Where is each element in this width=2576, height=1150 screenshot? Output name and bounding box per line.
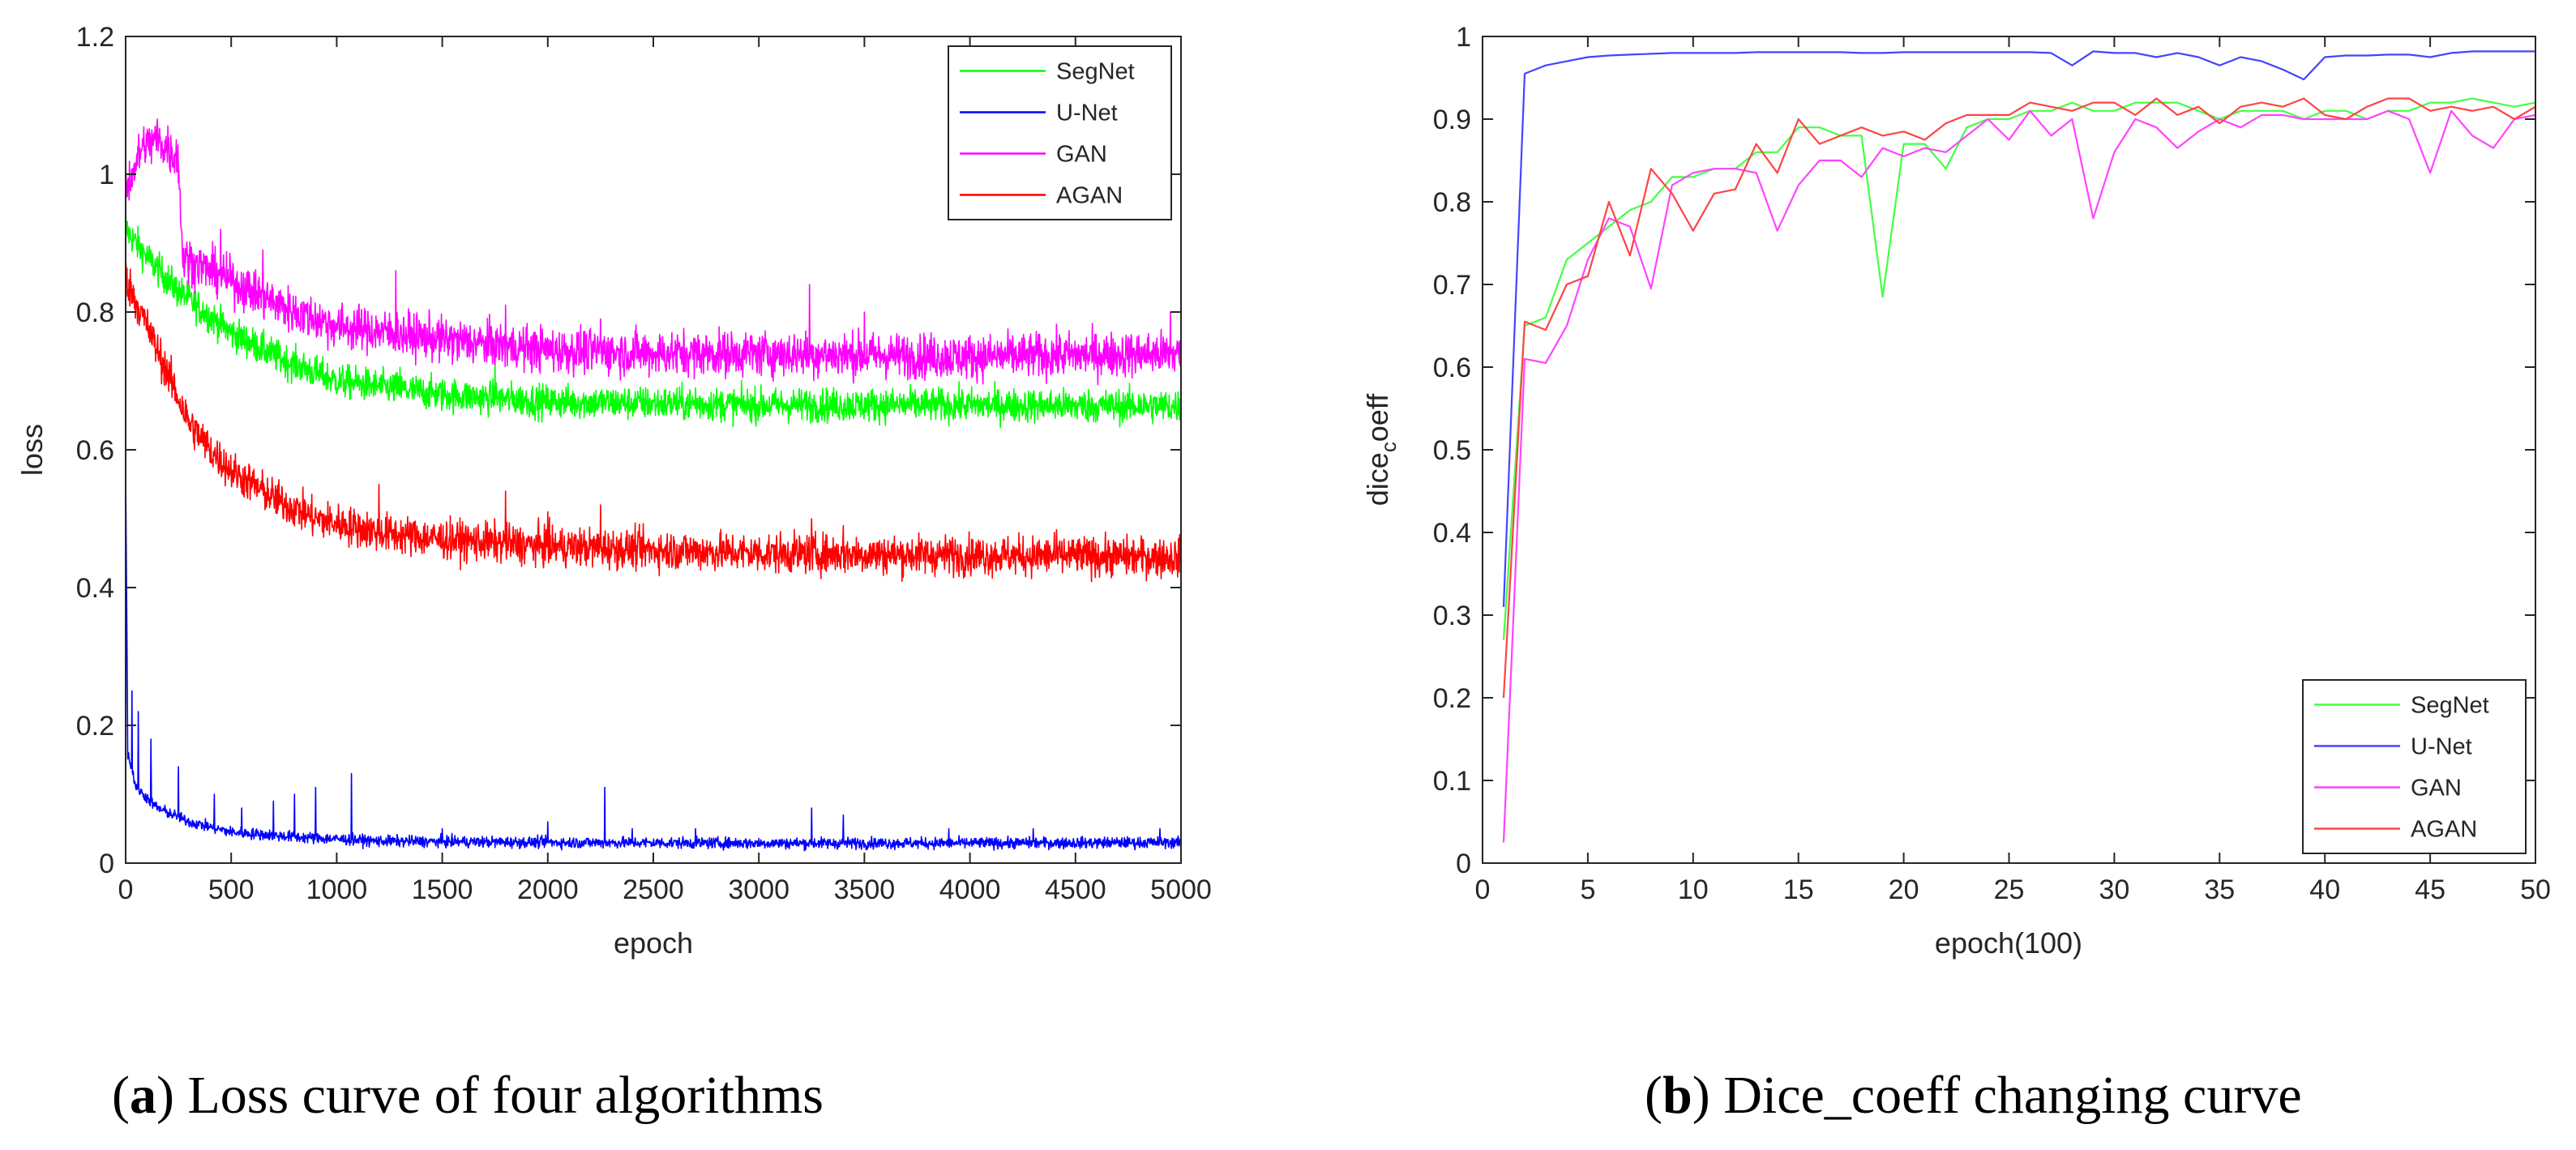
caption-b-text: Dice_coeff changing curve (1723, 1066, 2301, 1125)
dice-x-tick-label: 40 (2309, 874, 2340, 905)
loss-x-tick-label: 1000 (306, 874, 368, 905)
loss-legend-box (948, 45, 1172, 220)
dice-y-tick-label: 0.4 (1433, 518, 1471, 549)
loss-y-tick-label: 0.6 (76, 435, 114, 466)
loss-legend-label: U-Net (1056, 100, 1118, 126)
loss-x-tick-label: 4500 (1045, 874, 1106, 905)
loss-x-tick-label: 2000 (517, 874, 579, 905)
dice-legend-label: AGAN (2411, 817, 2477, 843)
loss-x-tick-label: 4000 (939, 874, 1001, 905)
dice-y-label-tail: oeff (1361, 393, 1394, 442)
dice-series-gan (1502, 109, 2536, 843)
caption-a: (a) Loss curve of four algorithms (112, 1066, 824, 1125)
dice-legend-label: SegNet (2411, 693, 2489, 719)
dice-y-tick-label: 0.6 (1433, 353, 1471, 383)
loss-y-tick-label: 0.2 (76, 711, 114, 742)
loss-y-tick-label: 0.8 (76, 297, 114, 328)
dice-chart: 0 5 10 15 20 25 30 35 40 45 50 0 0.1 0.2 0.3 0.4 0.5 0.6 0… (1361, 22, 2551, 1125)
loss-chart: 0 500 1000 1500 2000 2500 3000 3500 4000 4500 5000… (15, 22, 1212, 1125)
dice-y-axis-label: dicecoeff (1361, 393, 1401, 506)
loss-x-tick-label: 500 (208, 874, 255, 905)
dice-y-tick-label: 0.5 (1433, 435, 1471, 466)
loss-x-tick-label: 3000 (728, 874, 789, 905)
dice-x-tick-label: 35 (2204, 874, 2235, 905)
dice-y-label-main: dice (1361, 452, 1394, 506)
dice-y-tick-label: 0.7 (1433, 270, 1471, 301)
loss-legend: SegNet U-Net GAN AGAN (948, 45, 1172, 220)
dice-legend: SegNet U-Net GAN AGAN (2302, 679, 2527, 854)
dice-x-tick-label: 20 (1889, 874, 1919, 905)
loss-series-agan (125, 263, 1182, 583)
dice-y-tick-label: 0.1 (1433, 766, 1471, 797)
dice-x-tick-label: 5 (1580, 874, 1595, 905)
caption-b: (b) Dice_coeff changing curve (1645, 1066, 2302, 1125)
loss-x-tick-label: 0 (118, 874, 134, 905)
dice-y-label-sub: c (1376, 442, 1401, 452)
dice-series-segnet (1502, 97, 2536, 640)
dice-y-tick-label: 0.8 (1433, 187, 1471, 218)
dice-series-agan (1502, 97, 2536, 699)
loss-series-u-net (125, 466, 1182, 852)
caption-b-letter: b (1662, 1066, 1692, 1125)
dice-x-tick-label: 45 (2415, 874, 2445, 905)
dice-y-tick-label: 0.3 (1433, 601, 1471, 631)
loss-y-tick-label: 1 (99, 160, 114, 190)
dice-x-tick-label: 0 (1475, 874, 1491, 905)
loss-legend-label: SegNet (1056, 59, 1135, 85)
dice-legend-label: GAN (2411, 776, 2462, 802)
loss-y-axis-label: loss (15, 424, 49, 476)
loss-x-tick-label: 1500 (412, 874, 473, 905)
dice-series-layer (1502, 50, 2536, 843)
dice-x-tick-label: 30 (2099, 874, 2129, 905)
loss-y-tick-label: 0.4 (76, 573, 114, 604)
dice-legend-box (2302, 679, 2527, 854)
dice-x-tick-label: 50 (2520, 874, 2551, 905)
dice-y-tick-label: 1 (1456, 22, 1471, 53)
loss-series-segnet (125, 220, 1182, 429)
loss-ticks: 0 500 1000 1500 2000 2500 3000 3500 4000 4500 5000… (76, 22, 1212, 905)
dice-series-u-net (1502, 50, 2535, 607)
dice-x-tick-label: 10 (1678, 874, 1709, 905)
dice-y-tick-label: 0.9 (1433, 105, 1471, 135)
dice-ticks: 0 5 10 15 20 25 30 35 40 45 50 0 0.1 0.2 0.3 0.4 0.5 0.6 0… (1433, 22, 2551, 905)
loss-legend-label: AGAN (1056, 183, 1123, 209)
dice-x-tick-label: 25 (1994, 874, 2025, 905)
dice-x-tick-label: 15 (1783, 874, 1814, 905)
loss-x-tick-label: 5000 (1150, 874, 1212, 905)
loss-x-tick-label: 3500 (834, 874, 896, 905)
dice-x-axis-label: epoch(100) (1935, 926, 2082, 960)
caption-a-text: Loss curve of four algorithms (187, 1066, 824, 1125)
caption-a-letter: a (130, 1066, 156, 1125)
loss-x-axis-label: epoch (614, 926, 693, 960)
loss-x-tick-label: 2500 (623, 874, 684, 905)
dice-legend-label: U-Net (2411, 734, 2472, 760)
dice-y-tick-label: 0.2 (1433, 683, 1471, 714)
loss-series-layer (125, 118, 1182, 852)
loss-legend-label: GAN (1056, 142, 1107, 168)
dice-y-tick-label: 0 (1456, 849, 1471, 879)
loss-y-tick-label: 1.2 (76, 22, 114, 53)
loss-series-gan (125, 118, 1182, 386)
loss-y-tick-label: 0 (99, 849, 114, 879)
